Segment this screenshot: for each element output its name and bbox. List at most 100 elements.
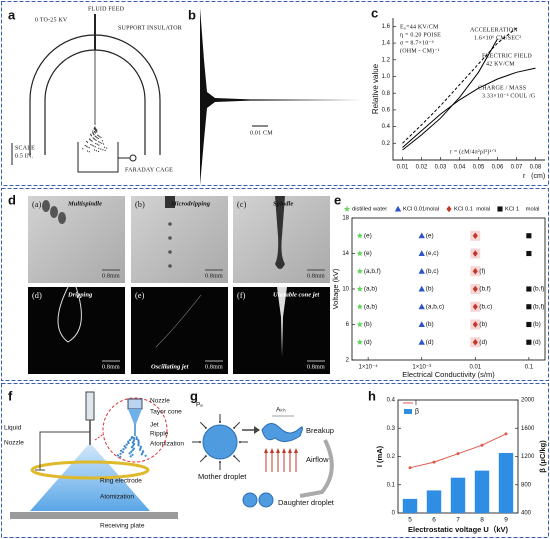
scale: 0.8mm xyxy=(307,364,325,370)
arrow-tip xyxy=(219,461,221,463)
airflow xyxy=(264,448,298,472)
annotation: σ = 8.7×10⁻⁶ xyxy=(400,40,434,46)
value-label: (b) xyxy=(426,321,434,328)
value-label: (e) xyxy=(364,250,372,257)
spray-dot xyxy=(95,136,97,138)
label: SCALE xyxy=(15,145,35,151)
spray-dot xyxy=(102,143,105,145)
x-tick-label: 0.05 xyxy=(473,165,485,171)
row-frame xyxy=(1,383,549,538)
label: Nozzle xyxy=(150,398,170,405)
panel-label: c xyxy=(371,5,378,20)
arrow-tip xyxy=(233,426,236,429)
droplet xyxy=(142,450,145,453)
spray-dot xyxy=(99,141,101,144)
arrow xyxy=(199,421,207,429)
y2-axis-label: β (μC/kg) xyxy=(538,440,547,473)
panel-label: a xyxy=(8,7,16,22)
airflow-head xyxy=(288,448,292,453)
point xyxy=(356,321,363,328)
drip xyxy=(57,286,82,343)
spray-dot xyxy=(93,134,95,136)
label: Receiving plate xyxy=(100,523,145,530)
y-tick-label: 400 xyxy=(521,511,532,517)
x-tick-label: 0.08 xyxy=(530,165,542,171)
label: Pₑ xyxy=(196,402,203,409)
spray-dot xyxy=(95,142,97,145)
arrow-tip xyxy=(204,426,207,429)
droplets xyxy=(116,435,147,458)
y-tick-label: 0 xyxy=(392,511,396,517)
value-label: (b) xyxy=(479,321,487,328)
value-label: (e) xyxy=(426,232,434,239)
photo-title: Unstable cone jet xyxy=(273,291,319,298)
arrow-tip xyxy=(239,441,241,443)
label: Aₖₕ xyxy=(276,407,286,414)
x-tick-label: 5 xyxy=(408,517,412,524)
y-axis-label: Relative value xyxy=(371,63,380,114)
spray-dot xyxy=(87,146,89,148)
panel-f: f Liquid Nozzle Nozzle Tayor cone Jet Ri… xyxy=(4,388,184,529)
spray-dot xyxy=(88,151,90,153)
label: FARADAY CAGE xyxy=(125,167,173,173)
panel-d: d (a) Multispindle 0.8mm (b) Microdripping 0.… xyxy=(8,192,330,374)
point xyxy=(472,250,478,257)
point xyxy=(418,250,425,257)
photo-label: (b) xyxy=(135,200,145,209)
point xyxy=(418,303,425,310)
droplet xyxy=(129,455,132,458)
value-label: (e,c) xyxy=(426,250,439,257)
value-label: (d) xyxy=(426,339,434,346)
spray-dot xyxy=(94,127,96,129)
curve xyxy=(402,38,498,151)
arrow xyxy=(233,421,241,429)
value-label: (a,b) xyxy=(364,303,377,310)
curve xyxy=(402,27,517,144)
pressure-arrows xyxy=(192,414,248,470)
daughter-droplet xyxy=(242,492,258,508)
x-tick-label: 1×10⁻⁴ xyxy=(358,364,378,371)
legend-marker xyxy=(497,206,503,212)
droplet xyxy=(127,441,130,445)
deformed-droplet xyxy=(261,423,303,442)
wire xyxy=(39,431,90,470)
row-frame xyxy=(1,188,549,381)
droplet xyxy=(122,448,125,451)
spray-dot xyxy=(94,132,97,134)
spray-dot xyxy=(86,150,89,152)
x-tick-label: 0.04 xyxy=(454,165,466,171)
curve xyxy=(402,67,536,148)
nozzle-zoom xyxy=(127,398,143,410)
droplet xyxy=(128,438,132,442)
syringe xyxy=(85,391,95,421)
x-tick-label: 1×10⁻³ xyxy=(412,365,431,371)
photo-title: Oscillating jet xyxy=(151,363,189,370)
droplet xyxy=(137,442,140,445)
photo-title: Spindle xyxy=(273,200,293,207)
y-tick-label: 0.2 xyxy=(382,141,391,147)
droplet xyxy=(132,444,135,447)
droplet xyxy=(124,446,127,449)
spray-dot xyxy=(93,128,95,130)
drop xyxy=(58,212,66,224)
drop xyxy=(168,236,172,240)
spray-dot xyxy=(94,146,96,148)
y-tick-label: 14 xyxy=(342,251,349,257)
x-tick-label: 0.06 xyxy=(492,165,504,171)
y-tick-label: 1.0 xyxy=(382,74,391,80)
x-tick-label: 0.03 xyxy=(435,165,447,171)
y-tick-label: 1600 xyxy=(521,426,535,432)
line-point xyxy=(480,443,484,447)
arrow xyxy=(199,455,207,463)
spray-dot xyxy=(90,139,92,142)
spray-dot xyxy=(91,140,93,142)
panel-label: d xyxy=(8,192,16,207)
photo xyxy=(131,196,228,283)
spray-dot xyxy=(97,134,99,136)
panel-label: b xyxy=(188,7,196,22)
point xyxy=(526,250,532,257)
photo xyxy=(131,287,228,374)
y-axis-label: Voltage (kV) xyxy=(331,268,340,309)
value-label: (e) xyxy=(364,232,372,239)
spray-dot xyxy=(100,136,102,139)
